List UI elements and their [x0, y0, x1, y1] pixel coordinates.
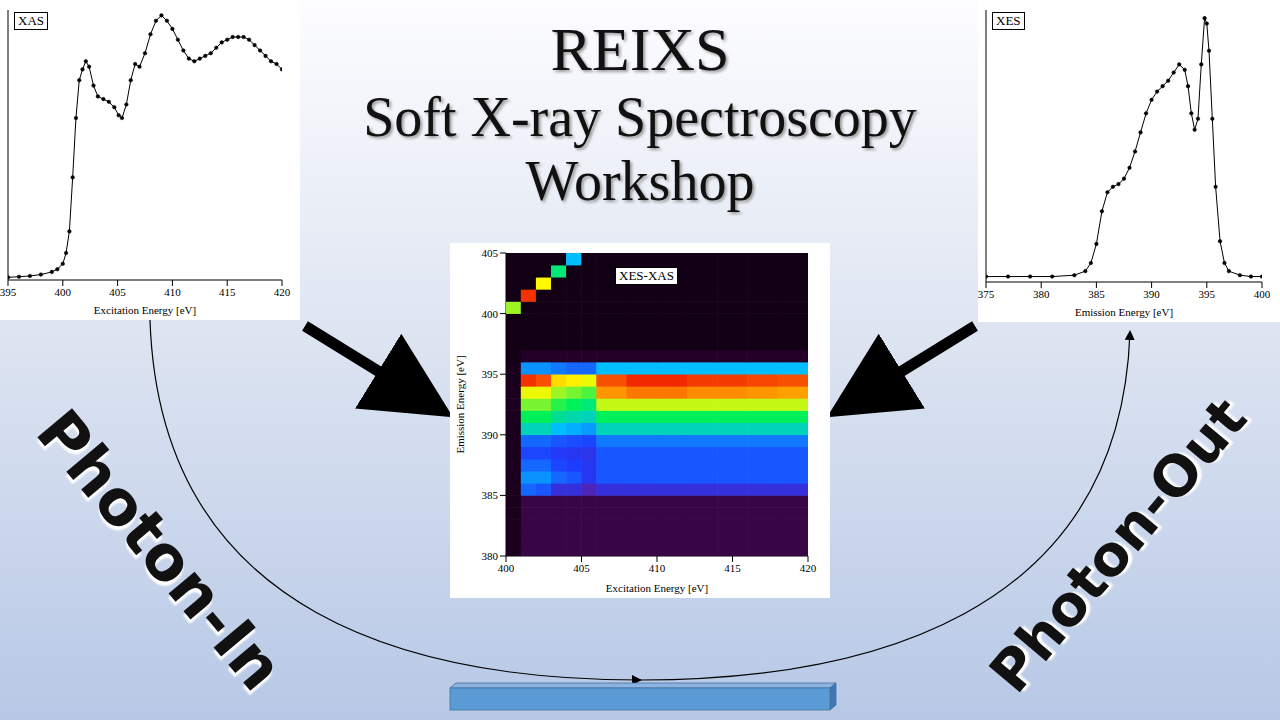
- html-text:Photon-In: Photon-In: [22, 395, 298, 705]
- html-text:Photon-Out: Photon-Out: [976, 385, 1260, 705]
- svg-text:410: 410: [164, 286, 181, 298]
- svg-text:400: 400: [55, 286, 72, 298]
- svg-text:405: 405: [573, 562, 590, 574]
- svg-text:420: 420: [800, 562, 817, 574]
- svg-text:395: 395: [482, 368, 499, 380]
- svg-text:405: 405: [482, 247, 499, 259]
- svg-text:420: 420: [274, 286, 291, 298]
- svg-text:380: 380: [1033, 288, 1050, 300]
- svg-text:Emission Energy [eV]: Emission Energy [eV]: [1075, 306, 1173, 318]
- svg-text:415: 415: [724, 562, 741, 574]
- svg-text:410: 410: [649, 562, 666, 574]
- svg-text:385: 385: [1088, 288, 1105, 300]
- svg-text:405: 405: [109, 286, 126, 298]
- html-text:Workshop: Workshop: [525, 150, 755, 212]
- svg-text:Excitation Energy [eV]: Excitation Energy [eV]: [94, 304, 196, 316]
- svg-text:Emission Energy [eV]: Emission Energy [eV]: [454, 355, 466, 453]
- svg-text:385: 385: [482, 489, 499, 501]
- svg-text:395: 395: [1199, 288, 1216, 300]
- svg-text:400: 400: [498, 562, 515, 574]
- html-text:XAS: XAS: [18, 13, 44, 28]
- svg-text:Excitation Energy [eV]: Excitation Energy [eV]: [606, 582, 708, 594]
- svg-text:395: 395: [0, 286, 17, 298]
- html-text:XES: XES: [996, 13, 1021, 28]
- svg-text:390: 390: [482, 429, 499, 441]
- svg-text:375: 375: [978, 288, 995, 300]
- svg-text:415: 415: [219, 286, 236, 298]
- html-text:XES-XAS: XES-XAS: [619, 268, 674, 283]
- svg-text:400: 400: [1254, 288, 1271, 300]
- html-text:Soft X-ray Spectroscopy: Soft X-ray Spectroscopy: [363, 86, 917, 148]
- svg-text:380: 380: [482, 550, 499, 562]
- svg-text:400: 400: [482, 308, 499, 320]
- html-text:REIXS: REIXS: [550, 15, 730, 83]
- svg-text:390: 390: [1143, 288, 1160, 300]
